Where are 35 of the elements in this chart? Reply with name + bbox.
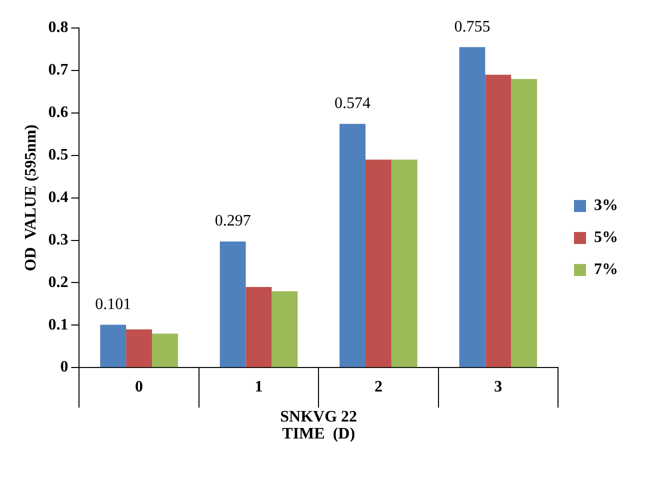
legend-label: 5%	[594, 229, 618, 246]
bar	[126, 329, 152, 368]
x-tick-label: 0	[135, 378, 144, 396]
data-label: 0.101	[95, 296, 132, 313]
x-tick-label: 1	[254, 378, 263, 396]
bar	[220, 242, 246, 368]
y-tick-label: 0.7	[48, 62, 68, 79]
bar	[100, 324, 126, 368]
y-tick-label: 0.5	[48, 146, 68, 164]
y-tick-label: 0.3	[48, 231, 68, 248]
text: SNKVG 22	[280, 408, 358, 426]
bar	[391, 160, 418, 368]
y-tick-label: 0.6	[48, 104, 68, 122]
y-tick-label: 0.1	[48, 316, 68, 334]
bar	[485, 74, 512, 368]
x-axis-title: TIME (D)	[282, 426, 356, 443]
x-tick-label: 3	[494, 378, 502, 396]
bar	[152, 334, 178, 368]
y-axis-title: OD VALUE (595nm)	[22, 124, 40, 272]
data-label: 0.574	[334, 95, 371, 112]
bar	[246, 286, 272, 368]
bar	[365, 160, 392, 368]
legend-label: 7%	[594, 261, 618, 278]
x-tick-label: 2	[374, 378, 382, 396]
data-label: 0.297	[214, 212, 251, 230]
y-tick-label: 0.4	[48, 188, 68, 206]
y-tick-label: 0.2	[48, 274, 68, 291]
legend-label: 3%	[594, 197, 618, 214]
bar	[459, 47, 486, 368]
bar	[272, 291, 298, 368]
y-tick-label: 0.8	[48, 19, 68, 36]
bar	[511, 78, 538, 368]
y-tick-label: 0	[60, 358, 68, 376]
data-label: 0.755	[454, 18, 490, 36]
bar	[340, 124, 366, 368]
